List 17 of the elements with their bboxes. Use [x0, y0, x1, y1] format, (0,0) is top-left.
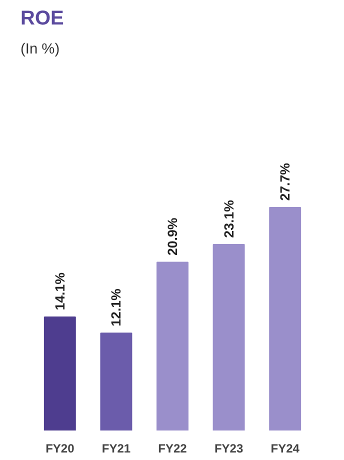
data-label: 14.1% — [52, 272, 68, 310]
bar — [269, 206, 302, 430]
bar — [100, 332, 132, 430]
x-tick-label: FY24 — [270, 442, 300, 456]
data-label: 12.1% — [108, 288, 124, 326]
data-label: 27.7% — [278, 162, 293, 201]
bar — [156, 262, 188, 430]
bar — [212, 244, 245, 430]
chart-subtitle: (In %) — [20, 42, 60, 58]
x-tick-label: FY23 — [214, 442, 244, 456]
x-tick-label: FY22 — [158, 442, 188, 456]
x-tick-label: FY21 — [102, 442, 131, 456]
bar — [44, 316, 76, 430]
x-tick-label: FY20 — [46, 442, 75, 456]
data-label: 23.1% — [221, 200, 236, 238]
data-label: 20.9% — [165, 218, 180, 256]
chart-title: ROE — [20, 8, 64, 30]
